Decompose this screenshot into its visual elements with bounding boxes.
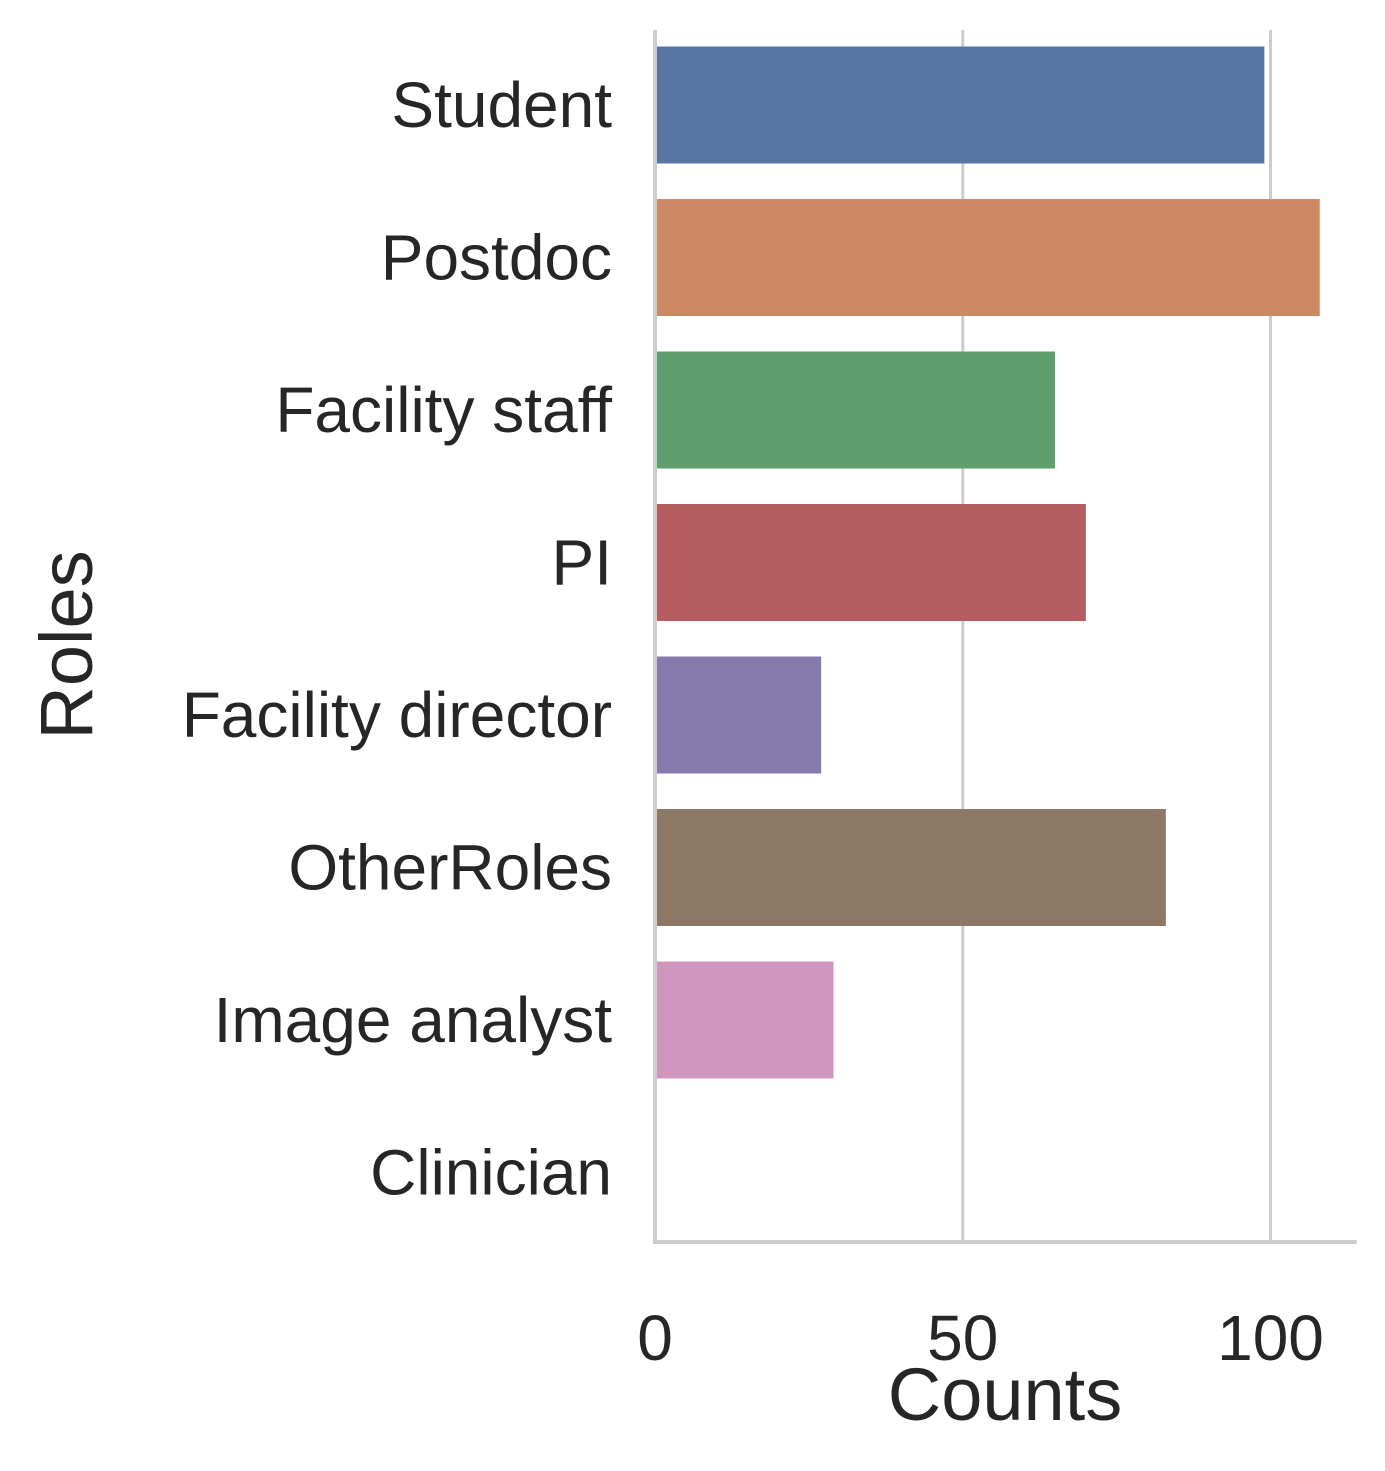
- bar-0: [655, 46, 1265, 164]
- x-axis-label: Counts: [888, 1353, 1122, 1436]
- bars: [655, 46, 1320, 1231]
- y-tick-label-5: OtherRoles: [288, 832, 612, 904]
- axes: [653, 30, 1357, 1244]
- labels: 0 50 100 Student Postdoc Facility staff PI Faci…: [182, 69, 1324, 1374]
- x-tick-label-2: 100: [1217, 1302, 1324, 1374]
- y-tick-label-0: Student: [391, 69, 612, 141]
- y-tick-label-7: Clinician: [370, 1137, 612, 1209]
- x-tick-label-0: 0: [637, 1302, 673, 1374]
- bar-4: [655, 656, 822, 774]
- x-tick-label-1: 50: [927, 1302, 998, 1374]
- bar-5: [655, 809, 1166, 926]
- y-tick-label-3: PI: [552, 527, 612, 599]
- y-tick-label-4: Facility director: [182, 679, 612, 751]
- y-tick-label-2: Facility staff: [275, 374, 612, 446]
- bar-6: [655, 961, 834, 1079]
- y-axis-label: Roles: [25, 550, 108, 739]
- y-tick-label-1: Postdoc: [381, 222, 612, 294]
- bar-2: [655, 351, 1056, 469]
- bar-3: [655, 504, 1086, 621]
- y-tick-label-6: Image analyst: [214, 984, 613, 1056]
- bar-1: [655, 199, 1320, 316]
